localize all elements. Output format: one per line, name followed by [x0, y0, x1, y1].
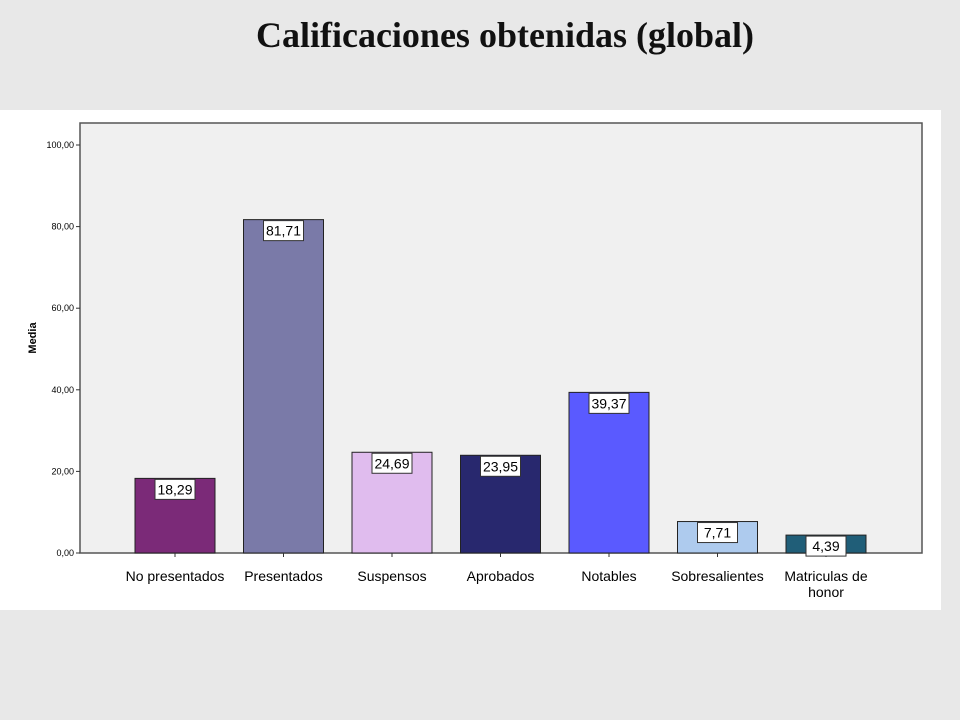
x-tick-label: Suspensos: [357, 568, 426, 584]
x-tick-label: Matriculas de: [784, 568, 867, 584]
data-label-box: [805, 535, 847, 557]
data-label-box: [371, 452, 413, 474]
y-tick-label: 60,00: [51, 303, 74, 313]
data-label-box: [480, 455, 521, 477]
y-tick-label: 0,00: [56, 548, 74, 558]
data-label-box: [263, 220, 304, 242]
data-label: 23,95: [483, 458, 518, 474]
data-label: 39,37: [591, 395, 626, 411]
x-tick-label: Aprobados: [467, 568, 535, 584]
data-label: 81,71: [266, 223, 301, 239]
y-tick-label: 100,00: [46, 140, 74, 150]
data-label: 24,69: [374, 455, 409, 471]
data-label: 18,29: [157, 481, 192, 497]
data-label-box: [697, 522, 738, 544]
data-label: 7,71: [704, 525, 731, 541]
bar: [243, 219, 324, 554]
x-tick-label: No presentados: [126, 568, 225, 584]
x-tick-label: Notables: [581, 568, 636, 584]
chart-panel: 0,00 20,00 40,00 60,00 80,00 100,00 Media 18,29…: [0, 110, 941, 610]
bar: [568, 391, 650, 554]
x-tick-label: honor: [808, 584, 844, 600]
y-axis-label: Media: [27, 322, 39, 354]
x-tick-label: Sobresalientes: [671, 568, 764, 584]
y-tick-label: 40,00: [51, 385, 74, 395]
chart-title: Calificaciones obtenidas (global): [255, 15, 754, 55]
x-tick-label: Presentados: [244, 568, 323, 584]
bar-chart: 0,00 20,00 40,00 60,00 80,00 100,00 Media 18,29…: [27, 122, 923, 600]
data-label: 4,39: [812, 538, 839, 554]
y-tick-label: 80,00: [51, 222, 74, 232]
y-tick-label: 20,00: [51, 466, 74, 476]
data-label-box: [588, 392, 630, 414]
data-label-box: [154, 478, 196, 500]
